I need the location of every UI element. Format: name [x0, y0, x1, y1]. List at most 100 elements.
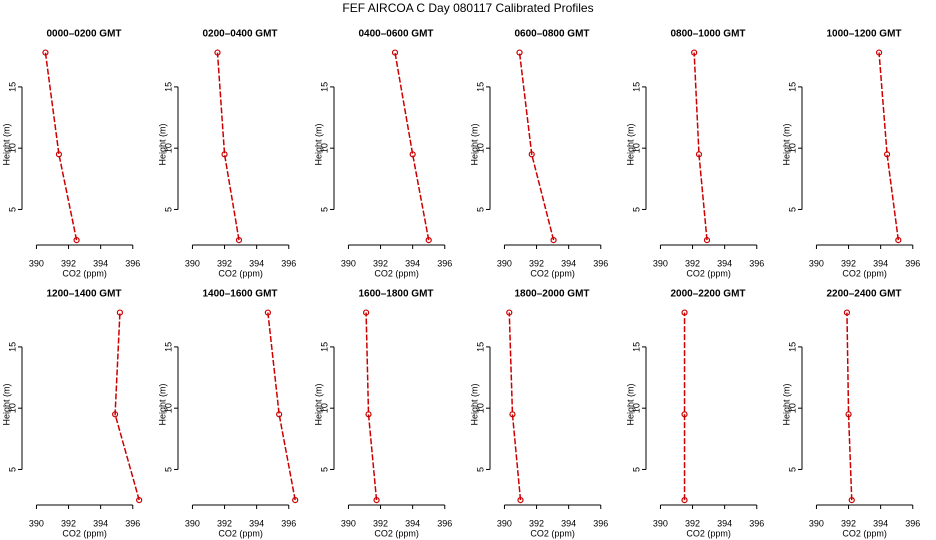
x-axis-label: CO2 (ppm): [218, 268, 263, 278]
y-tick-label: 10: [475, 143, 485, 153]
page-title: FEF AIRCOA C Day 080117 Calibrated Profi…: [342, 1, 593, 15]
y-tick-label: 10: [631, 403, 641, 413]
x-tick-label: 390: [185, 258, 200, 268]
panel-title: 0600–0800 GMT: [514, 29, 589, 40]
x-axis-label: CO2 (ppm): [842, 528, 887, 538]
x-tick-label: 390: [809, 518, 824, 528]
x-tick-label: 390: [653, 258, 668, 268]
profile-line: [365, 312, 378, 501]
x-tick-label: 394: [93, 518, 108, 528]
y-tick-label: 10: [7, 403, 17, 413]
data-point: [214, 49, 221, 56]
profile-line: [114, 312, 140, 501]
y-tick-label: 15: [319, 82, 329, 92]
data-point: [883, 151, 891, 158]
x-tick-label: 390: [809, 258, 824, 268]
data-point: [73, 236, 80, 244]
x-tick-label: 394: [561, 258, 576, 268]
x-tick-label: 396: [593, 518, 608, 528]
x-tick-label: 394: [405, 258, 420, 268]
x-tick-label: 392: [217, 518, 232, 528]
y-axis-label: Height (m): [625, 383, 635, 425]
x-tick-label: 396: [437, 518, 452, 528]
y-tick-label: 5: [787, 467, 797, 472]
x-tick-label: 392: [685, 518, 700, 528]
y-tick-label: 15: [631, 342, 641, 352]
x-tick-label: 394: [717, 258, 732, 268]
y-tick-label: 5: [475, 207, 485, 212]
x-tick-label: 392: [61, 518, 76, 528]
data-point: [55, 151, 63, 158]
y-tick-label: 15: [163, 342, 173, 352]
y-tick-label: 10: [163, 403, 173, 413]
y-axis-label: Height (m): [781, 123, 791, 165]
data-point: [691, 49, 698, 56]
y-tick-label: 10: [7, 143, 17, 153]
data-point: [363, 309, 370, 316]
data-point: [875, 49, 883, 56]
y-axis-label: Height (m): [469, 123, 479, 165]
y-tick-label: 5: [319, 467, 329, 472]
x-tick-label: 390: [29, 258, 44, 268]
y-axis-label: Height (m): [469, 383, 479, 425]
data-point: [528, 151, 535, 158]
x-tick-label: 390: [185, 518, 200, 528]
x-tick-label: 392: [685, 258, 700, 268]
x-tick-label: 392: [217, 258, 232, 268]
data-point: [425, 236, 432, 244]
x-tick-label: 394: [249, 258, 264, 268]
y-axis-label: Height (m): [1, 123, 11, 165]
x-tick-label: 392: [61, 258, 76, 268]
y-tick-label: 10: [163, 143, 173, 153]
x-tick-label: 392: [841, 258, 856, 268]
data-point: [695, 151, 703, 158]
x-tick-label: 392: [841, 518, 856, 528]
panel-title: 1600–1800 GMT: [358, 289, 433, 300]
data-point: [509, 411, 516, 418]
y-tick-label: 5: [631, 467, 641, 472]
x-tick-label: 396: [437, 258, 452, 268]
data-point: [391, 49, 399, 56]
panel-title: 0200–0400 GMT: [202, 29, 277, 40]
data-point: [845, 411, 852, 418]
profile-line: [44, 52, 78, 241]
y-tick-label: 5: [319, 207, 329, 212]
panel-title: 0000–0200 GMT: [46, 29, 121, 40]
profile-line: [508, 312, 522, 501]
data-point: [136, 496, 143, 504]
x-axis-label: CO2 (ppm): [218, 528, 263, 538]
y-tick-label: 5: [163, 467, 173, 472]
y-tick-label: 15: [631, 82, 641, 92]
y-tick-label: 5: [163, 207, 173, 212]
data-point: [116, 309, 124, 316]
y-tick-label: 15: [787, 342, 797, 352]
y-axis-label: Height (m): [625, 123, 635, 165]
x-tick-label: 396: [593, 258, 608, 268]
profile-line: [846, 312, 853, 501]
data-point: [42, 49, 49, 56]
x-axis-label: CO2 (ppm): [62, 268, 107, 278]
data-point: [517, 496, 524, 504]
x-tick-label: 390: [341, 258, 356, 268]
x-tick-label: 390: [29, 518, 44, 528]
data-point: [681, 496, 688, 504]
x-tick-label: 390: [653, 518, 668, 528]
panel-title: 1000–1200 GMT: [826, 29, 901, 40]
y-tick-label: 5: [7, 207, 17, 212]
x-tick-label: 392: [529, 518, 544, 528]
y-tick-label: 15: [7, 82, 17, 92]
data-point: [506, 309, 513, 316]
x-axis-label: CO2 (ppm): [530, 528, 575, 538]
data-point: [550, 236, 557, 244]
data-point: [221, 151, 228, 158]
x-tick-label: 394: [873, 258, 888, 268]
y-tick-label: 5: [787, 207, 797, 212]
x-axis-label: CO2 (ppm): [530, 268, 575, 278]
panel-title: 2200–2400 GMT: [826, 289, 901, 300]
x-tick-label: 396: [281, 258, 296, 268]
x-tick-label: 390: [341, 518, 356, 528]
x-tick-label: 394: [717, 518, 732, 528]
data-point: [292, 496, 299, 504]
